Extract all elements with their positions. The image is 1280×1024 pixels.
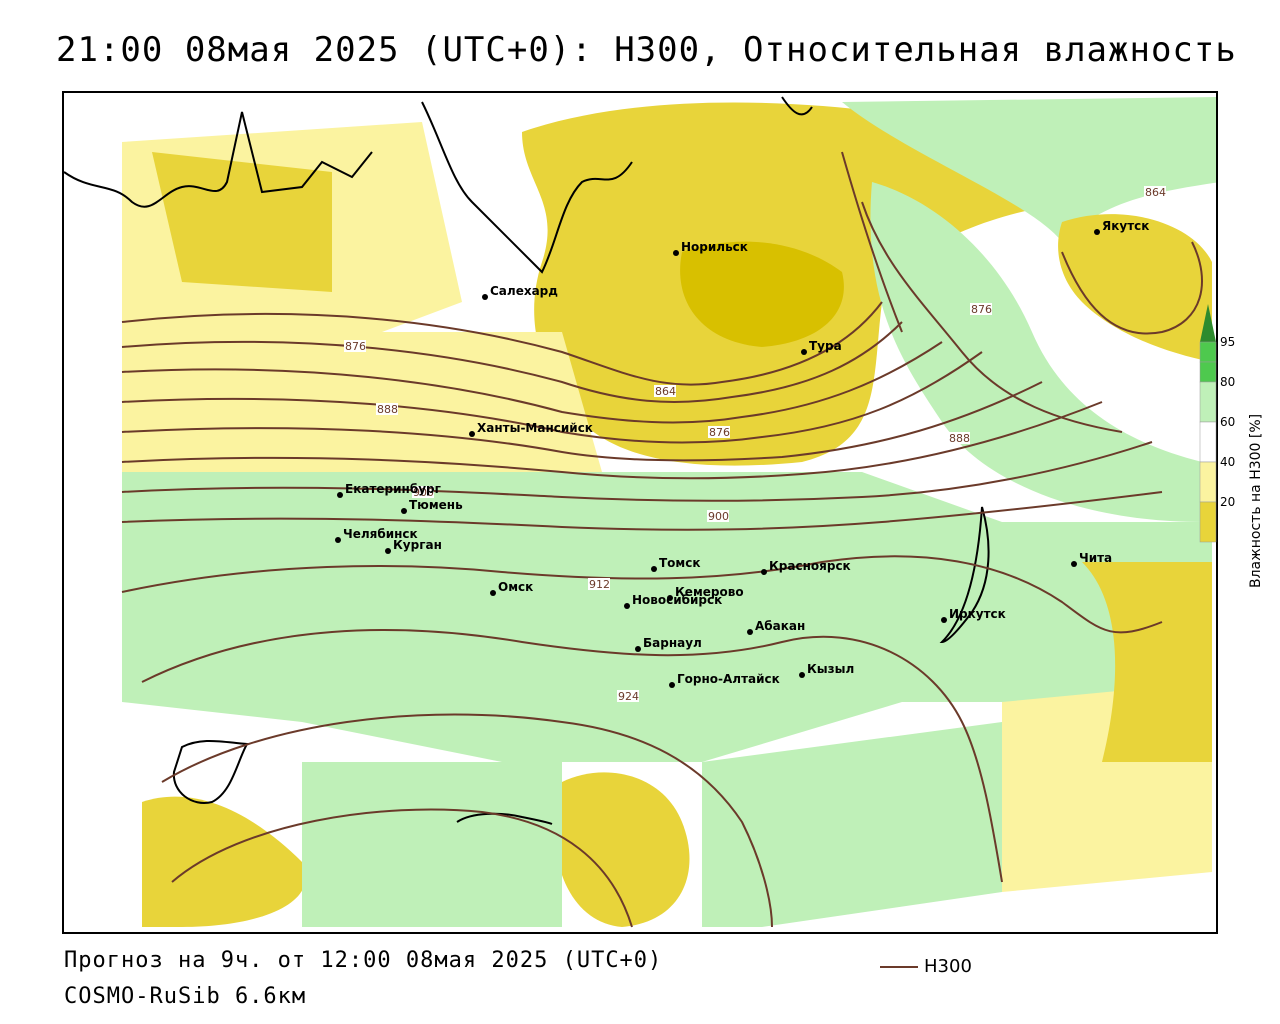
city-label: Ханты-Мансийск <box>477 421 593 435</box>
h300-line-swatch <box>880 965 918 968</box>
city-marker <box>1094 229 1100 235</box>
colorbar-max-triangle <box>1200 304 1216 342</box>
city-label: Чита <box>1079 551 1112 565</box>
isohypse-label: 900 <box>708 510 729 523</box>
colorbar-band <box>1199 361 1217 383</box>
city-marker <box>482 294 488 300</box>
city-label: Красноярск <box>769 559 851 573</box>
humidity-field <box>64 93 1216 932</box>
city-label: Горно-Алтайск <box>677 672 780 686</box>
city-marker <box>669 682 675 688</box>
city-marker <box>1071 561 1077 567</box>
isohypses <box>121 151 1203 928</box>
isohypse-label: 888 <box>949 432 970 445</box>
isohypse-label: 876 <box>971 303 992 316</box>
city-marker <box>801 349 807 355</box>
city-marker <box>469 431 475 437</box>
isohypse-label: 912 <box>589 578 610 591</box>
coastlines <box>64 96 990 825</box>
city-marker <box>635 646 641 652</box>
city-label: Салехард <box>490 284 558 298</box>
colorbar-band <box>1199 461 1217 503</box>
humidity-colorbar: 95 80 60 40 20 <box>1199 304 1235 543</box>
city-marker <box>337 492 343 498</box>
colorbar-label-wrap: Влажность на H300 [%] <box>1248 350 1272 590</box>
colorbar-tick: 95 <box>1220 335 1235 349</box>
city-label: Барнаул <box>643 636 702 650</box>
city-label: Кемерово <box>675 585 744 599</box>
isohypse-label: 876 <box>709 426 730 439</box>
city-label: Якутск <box>1102 219 1149 233</box>
city-label: Иркутск <box>949 607 1006 621</box>
city-label: Томск <box>659 556 701 570</box>
isohypse-label: 876 <box>345 340 366 353</box>
city-marker <box>624 603 630 609</box>
city-label: Курган <box>393 538 442 552</box>
colorbar-tick: 20 <box>1220 495 1235 509</box>
city-marker <box>667 595 673 601</box>
isohypse-label: 864 <box>655 385 676 398</box>
chart-title: 21:00 08мая 2025 (UTC+0): H300, Относите… <box>56 30 1237 70</box>
city-label: Норильск <box>681 240 748 254</box>
colorbar-tick: 60 <box>1220 415 1235 429</box>
city-label: Екатеринбург <box>345 482 441 496</box>
isohypse-label-group: 864 876 876 888 864 876 888 900 900 912 … <box>344 186 1166 703</box>
colorbar-tick: 40 <box>1220 455 1235 469</box>
isohypse-label: 900 <box>413 486 434 499</box>
colorbar-label: Влажность на H300 [%] <box>1248 413 1264 588</box>
colorbar-band <box>1199 501 1217 543</box>
colorbar-band <box>1199 421 1217 463</box>
city-marker <box>490 590 496 596</box>
city-marker <box>799 672 805 678</box>
city-label: Челябинск <box>343 527 418 541</box>
city-marker <box>941 617 947 623</box>
colorbar-band <box>1199 341 1217 363</box>
line-legend-label: H300 <box>924 956 972 977</box>
city-marker <box>673 250 679 256</box>
model-name: COSMO-RuSib 6.6км <box>64 984 307 1009</box>
forecast-info: Прогноз на 9ч. от 12:00 08мая 2025 (UTC+… <box>64 948 663 973</box>
isohypse-label: 864 <box>1145 186 1166 199</box>
city-marker <box>335 537 341 543</box>
forecast-map[interactable]: 864 876 876 888 864 876 888 900 900 912 … <box>62 91 1218 934</box>
line-legend: H300 <box>880 956 972 977</box>
city-label: Тюмень <box>409 498 463 512</box>
city-marker <box>401 508 407 514</box>
colorbar-tick: 80 <box>1220 375 1235 389</box>
map-svg: 864 876 876 888 864 876 888 900 900 912 … <box>64 93 1216 932</box>
city-label: Новосибирск <box>632 593 722 607</box>
city-marker <box>651 566 657 572</box>
city-label: Тура <box>809 339 842 353</box>
isohypse-label: 924 <box>618 690 639 703</box>
city-label: Кызыл <box>807 662 854 676</box>
city-marker <box>761 569 767 575</box>
colorbar-band <box>1199 381 1217 423</box>
isohypse-label: 888 <box>377 403 398 416</box>
city-markers: Салехард Норильск Тура Якутск Ханты-Мансийск… <box>335 219 1149 688</box>
city-label: Абакан <box>755 619 805 633</box>
city-marker <box>385 548 391 554</box>
city-label: Омск <box>498 580 533 594</box>
city-marker <box>747 629 753 635</box>
